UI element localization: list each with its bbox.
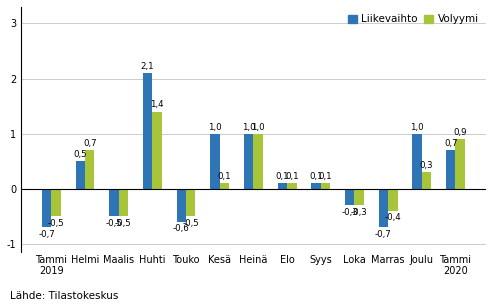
Text: 1,0: 1,0: [208, 123, 222, 132]
Text: 0,9: 0,9: [454, 128, 467, 137]
Bar: [85, 150, 95, 189]
Text: 0,1: 0,1: [309, 172, 323, 181]
Bar: [75, 161, 85, 189]
Text: -0,5: -0,5: [106, 219, 122, 228]
Bar: [287, 183, 296, 189]
Bar: [51, 189, 61, 216]
Text: 0,1: 0,1: [276, 172, 289, 181]
Bar: [321, 183, 330, 189]
Text: -0,3: -0,3: [341, 208, 358, 216]
Bar: [42, 189, 51, 227]
Text: -0,3: -0,3: [351, 208, 367, 216]
Bar: [354, 189, 364, 205]
Bar: [388, 189, 397, 211]
Bar: [176, 189, 186, 222]
Text: Lähde: Tilastokeskus: Lähde: Tilastokeskus: [10, 291, 118, 301]
Text: 0,5: 0,5: [73, 150, 87, 159]
Text: 0,7: 0,7: [83, 139, 97, 148]
Text: -0,7: -0,7: [375, 230, 392, 239]
Bar: [152, 112, 162, 189]
Bar: [422, 172, 431, 189]
Text: 1,0: 1,0: [242, 123, 255, 132]
Text: 0,1: 0,1: [217, 172, 231, 181]
Text: -0,5: -0,5: [115, 219, 132, 228]
Text: 2,1: 2,1: [141, 62, 154, 71]
Bar: [345, 189, 354, 205]
Text: 0,3: 0,3: [420, 161, 433, 170]
Text: -0,6: -0,6: [173, 224, 190, 233]
Bar: [186, 189, 195, 216]
Text: 0,1: 0,1: [285, 172, 299, 181]
Text: 1,0: 1,0: [251, 123, 265, 132]
Bar: [244, 134, 253, 189]
Bar: [446, 150, 456, 189]
Text: 1,4: 1,4: [150, 100, 164, 109]
Text: -0,7: -0,7: [38, 230, 55, 239]
Bar: [119, 189, 128, 216]
Bar: [278, 183, 287, 189]
Text: 1,0: 1,0: [410, 123, 424, 132]
Text: -0,5: -0,5: [182, 219, 199, 228]
Legend: Liikevaihto, Volyymi: Liikevaihto, Volyymi: [346, 12, 481, 26]
Bar: [379, 189, 388, 227]
Text: 0,1: 0,1: [318, 172, 332, 181]
Bar: [109, 189, 119, 216]
Bar: [143, 73, 152, 189]
Bar: [220, 183, 229, 189]
Text: 0,7: 0,7: [444, 139, 458, 148]
Bar: [211, 134, 220, 189]
Bar: [412, 134, 422, 189]
Text: -0,4: -0,4: [385, 213, 401, 222]
Bar: [456, 139, 465, 189]
Bar: [253, 134, 263, 189]
Text: -0,5: -0,5: [48, 219, 65, 228]
Bar: [311, 183, 321, 189]
